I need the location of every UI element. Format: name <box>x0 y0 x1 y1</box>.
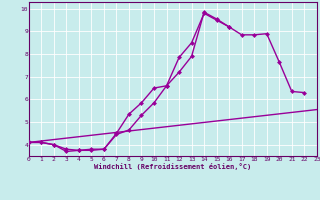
X-axis label: Windchill (Refroidissement éolien,°C): Windchill (Refroidissement éolien,°C) <box>94 163 252 170</box>
